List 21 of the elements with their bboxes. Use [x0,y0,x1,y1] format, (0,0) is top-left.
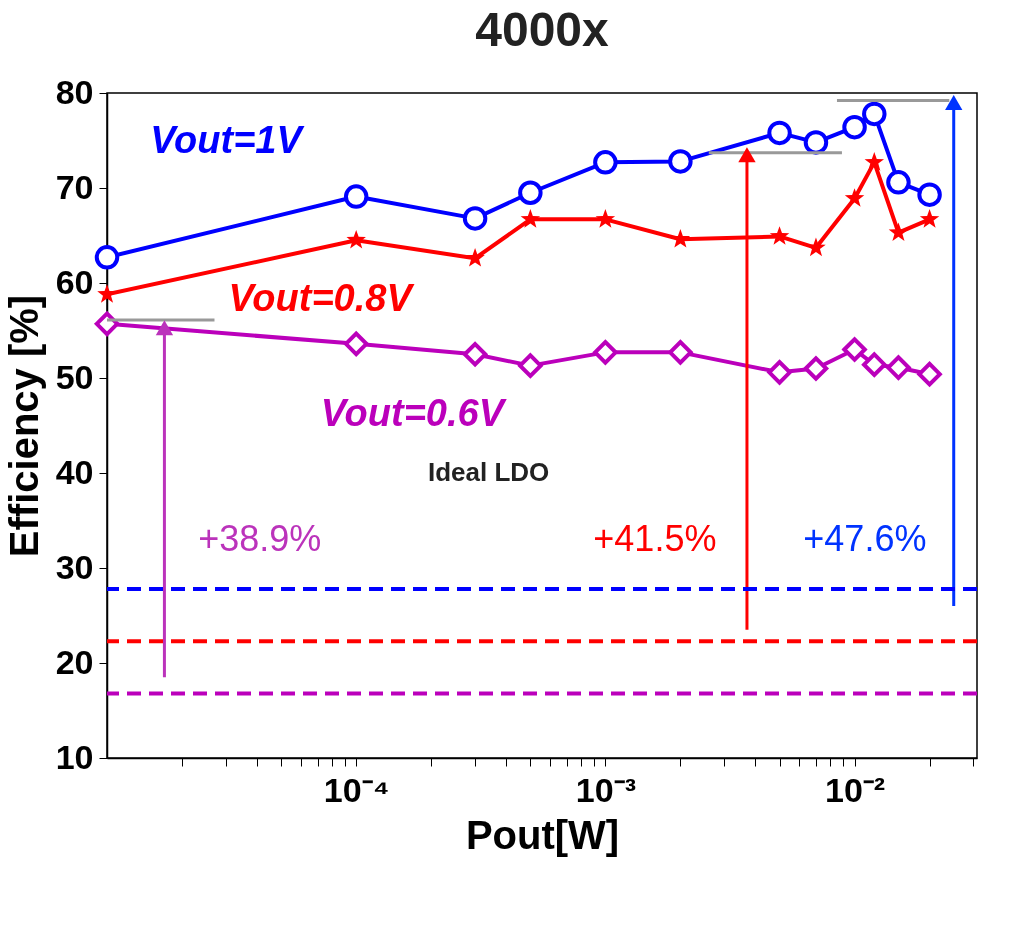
x-tick-label: 10⁻² [824,770,886,809]
series-label: Vout=0.6V [320,392,507,435]
y-tick-label: 40 [55,452,94,491]
annotation: +38.9% [198,517,322,559]
y-tick-label: 70 [55,167,94,206]
y-tick-label: 20 [55,642,94,681]
x-tick-label: 10⁻⁴ [323,770,390,809]
series-label: Vout=0.8V [228,277,415,320]
annotation: Ideal LDO [427,457,550,487]
y-tick-label: 80 [55,72,94,111]
x-tick-label: 10⁻³ [575,770,636,809]
series-label: Vout=1V [150,119,305,162]
y-tick-label: 60 [55,262,94,301]
y-tick-label: 50 [55,357,94,396]
annotation: +41.5% [593,517,717,559]
y-axis-title: Efficiency [%] [1,294,46,558]
y-tick-label: 30 [55,547,94,586]
y-tick-label: 10 [55,737,94,776]
annotation: +47.6% [803,517,927,559]
x-axis-title: Pout[W] [465,812,620,857]
chart-title: 4000x [475,3,610,56]
